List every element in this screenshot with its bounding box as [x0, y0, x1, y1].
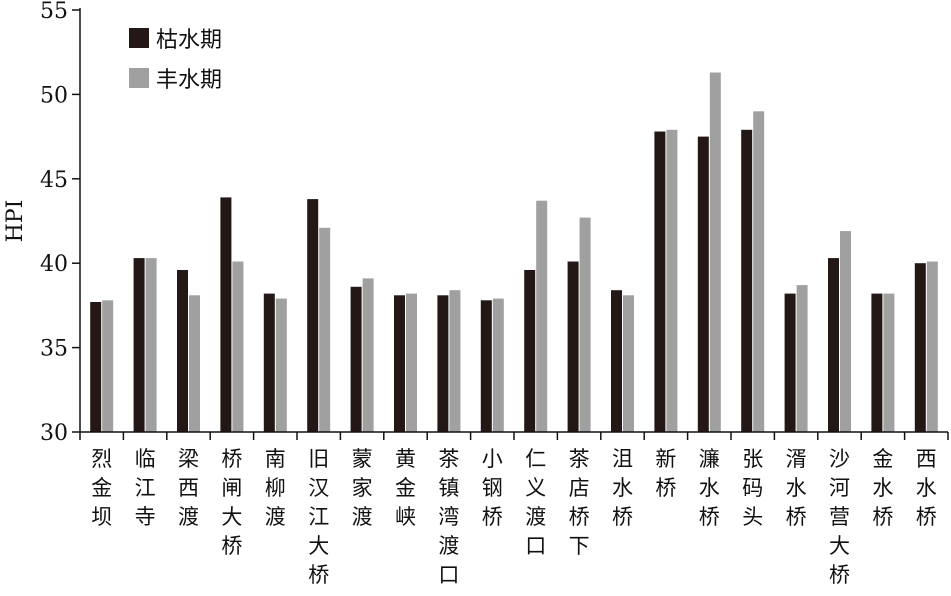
bar-wet-18 — [883, 293, 895, 432]
legend-swatch-0 — [129, 28, 149, 48]
category-label-19: 西水桥 — [916, 447, 937, 529]
bar-wet-11 — [579, 217, 591, 432]
category-label-18: 金水桥 — [872, 447, 893, 529]
bar-wet-19 — [926, 261, 938, 432]
bar-wet-9 — [492, 298, 504, 432]
category-label-2: 梁西渡 — [178, 447, 199, 529]
y-tick-label-1: 35 — [40, 337, 68, 362]
bar-wet-5 — [319, 227, 331, 432]
bars-group — [90, 72, 938, 433]
bar-dry-18 — [871, 293, 883, 432]
bar-dry-3 — [220, 197, 232, 432]
bar-wet-6 — [362, 278, 374, 432]
category-label-6: 蒙家渡 — [352, 447, 373, 529]
bar-wet-8 — [449, 290, 461, 432]
bar-wet-12 — [623, 295, 634, 432]
y-tick-label-5: 55 — [40, 0, 68, 24]
bar-wet-15 — [753, 111, 765, 433]
bar-dry-17 — [828, 258, 839, 432]
bar-dry-16 — [784, 293, 796, 432]
bar-dry-2 — [177, 270, 188, 432]
category-label-11: 茶店桥下 — [569, 447, 590, 558]
bar-dry-12 — [611, 290, 622, 432]
category-label-4: 南柳渡 — [265, 447, 286, 529]
bar-dry-9 — [480, 300, 492, 432]
bar-wet-1 — [145, 258, 157, 432]
bar-dry-0 — [90, 302, 102, 432]
bar-dry-11 — [567, 261, 579, 432]
bar-wet-0 — [102, 300, 114, 432]
bar-wet-16 — [796, 285, 808, 432]
bar-wet-3 — [232, 261, 244, 432]
legend-swatch-1 — [129, 68, 149, 88]
category-label-8: 茶镇湾渡口 — [438, 447, 459, 587]
bar-dry-6 — [350, 286, 362, 432]
category-labels-group: 烈金坝 临江寺 梁西渡 桥闸大桥 南柳渡 旧汉江大桥 蒙家渡 黄金峡 茶镇湾渡口 小钢桥 仁义渡口 茶… — [91, 447, 937, 587]
category-label-1: 临江寺 — [135, 447, 156, 529]
category-label-5: 旧汉江大桥 — [308, 447, 329, 587]
bar-dry-14 — [697, 136, 709, 432]
bar-dry-7 — [394, 295, 405, 432]
axes-group: 30 35 40 45 50 55 — [40, 0, 949, 446]
bar-dry-13 — [654, 131, 666, 432]
bar-dry-15 — [741, 129, 753, 433]
category-label-12: 沮水桥 — [612, 447, 633, 529]
bar-wet-4 — [275, 298, 287, 432]
bar-wet-17 — [840, 231, 851, 432]
y-tick-label-4: 50 — [40, 83, 68, 108]
category-label-17: 沙河营大桥 — [829, 447, 850, 587]
y-tick-label-2: 40 — [40, 252, 68, 277]
bar-wet-7 — [406, 293, 417, 432]
bar-dry-5 — [307, 199, 319, 432]
category-label-9: 小钢桥 — [482, 447, 503, 529]
category-label-14: 濂水桥 — [699, 447, 720, 529]
y-axis-label: HPI — [3, 200, 28, 243]
category-label-10: 仁义渡口 — [525, 447, 546, 558]
y-tick-label-0: 30 — [40, 421, 68, 446]
bar-wet-2 — [189, 295, 200, 432]
category-label-16: 湑水桥 — [786, 447, 807, 529]
bar-wet-13 — [666, 129, 678, 433]
y-tick-label-3: 45 — [40, 168, 68, 193]
bar-wet-14 — [709, 72, 721, 432]
legend-label-1: 丰水期 — [156, 68, 222, 93]
bar-dry-19 — [914, 263, 926, 432]
bar-dry-1 — [133, 258, 145, 432]
bar-wet-10 — [536, 200, 548, 432]
bar-dry-8 — [437, 295, 449, 432]
legend-label-0: 枯水期 — [156, 28, 222, 53]
bar-dry-10 — [524, 270, 536, 432]
category-label-0: 烈金坝 — [91, 447, 112, 529]
category-label-7: 黄金峡 — [395, 447, 416, 529]
category-label-3: 桥闸大桥 — [221, 447, 242, 558]
category-label-13: 新桥 — [655, 447, 676, 500]
category-label-15: 张码头 — [742, 447, 763, 529]
bar-dry-4 — [263, 293, 275, 432]
